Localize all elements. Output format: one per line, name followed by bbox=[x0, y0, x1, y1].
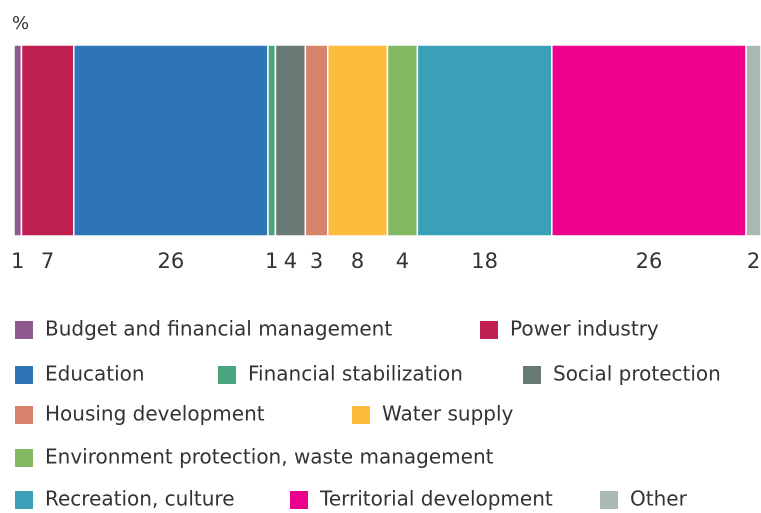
bar-segment bbox=[73, 44, 269, 237]
value-label: 26 bbox=[158, 249, 185, 273]
bar-segment bbox=[416, 44, 553, 237]
legend-swatch bbox=[523, 366, 541, 384]
value-label: 3 bbox=[310, 249, 323, 273]
legend-label: Environment protection, waste management bbox=[45, 445, 494, 469]
bar-segment bbox=[304, 44, 329, 237]
legend-swatch bbox=[15, 449, 33, 467]
value-label: 26 bbox=[636, 249, 663, 273]
legend-label: Other bbox=[630, 487, 688, 511]
value-label: 1 bbox=[265, 249, 278, 273]
value-label: 8 bbox=[351, 249, 364, 273]
legend-label: Housing development bbox=[45, 402, 265, 426]
bar-segment bbox=[745, 44, 761, 237]
legend-swatch bbox=[15, 406, 33, 424]
value-label: 1 bbox=[11, 249, 24, 273]
legend-swatch bbox=[15, 366, 33, 384]
legend-label: Recreation, culture bbox=[45, 487, 235, 511]
bar-segment bbox=[386, 44, 419, 237]
legend-label: Water supply bbox=[382, 402, 514, 426]
bar-segment bbox=[267, 44, 277, 237]
value-label: 4 bbox=[396, 249, 409, 273]
bar-segment bbox=[274, 44, 307, 237]
legend-swatch bbox=[352, 406, 370, 424]
bar-segment bbox=[13, 44, 23, 237]
value-label: 18 bbox=[471, 249, 498, 273]
legend-label: Budget and financial management bbox=[45, 317, 392, 341]
legend-swatch bbox=[218, 366, 236, 384]
legend-label: Social protection bbox=[553, 362, 721, 386]
bar-segment bbox=[20, 44, 75, 237]
legend-swatch bbox=[480, 321, 498, 339]
value-label: 2 bbox=[747, 249, 760, 273]
legend-label: Territorial development bbox=[319, 487, 553, 511]
legend-swatch bbox=[290, 491, 308, 509]
value-label: 7 bbox=[41, 249, 54, 273]
bar-segment bbox=[326, 44, 389, 237]
value-label: 4 bbox=[284, 249, 297, 273]
legend-swatch bbox=[600, 491, 618, 509]
legend-label: Power industry bbox=[510, 317, 659, 341]
unit-label: % bbox=[12, 13, 29, 34]
legend-swatch bbox=[15, 321, 33, 339]
bar-segment bbox=[551, 44, 747, 237]
legend-label: Education bbox=[45, 362, 145, 386]
legend-swatch bbox=[15, 491, 33, 509]
legend-label: Financial stabilization bbox=[248, 362, 463, 386]
